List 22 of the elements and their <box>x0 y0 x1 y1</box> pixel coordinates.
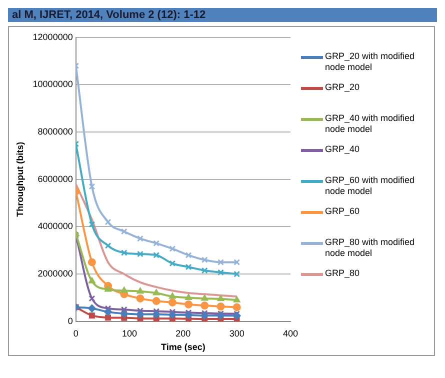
legend-label: GRP_40 <box>325 144 361 155</box>
y-tick-label: 0 <box>68 316 73 326</box>
legend-label: GRP_20 with modified node model <box>325 51 416 73</box>
y-tick-label: 4000000 <box>38 221 73 232</box>
x-tick-label: 300 <box>229 328 244 338</box>
y-tick-label: 12000000 <box>32 32 73 42</box>
y-tick-label: 10000000 <box>32 79 73 90</box>
x-tick-label: 100 <box>122 328 138 338</box>
x-axis-title: Time (sec) <box>160 342 206 352</box>
text: al M, IJRET, 2014, Volume 2 (12): 1-12 <box>8 8 437 22</box>
legend-label: GRP_60 <box>325 206 361 217</box>
y-axis-title: Throughput (bits) <box>14 142 25 217</box>
legend-label: GRP_60 with modified node model <box>325 175 416 197</box>
legend-label: GRP_20 <box>325 82 361 93</box>
legend-label: GRP_40 with modified node model <box>325 113 416 135</box>
legend-label: GRP_80 with modified node model <box>325 237 416 259</box>
y-tick-label: 6000000 <box>38 174 73 184</box>
legend-label: GRP_80 <box>325 268 361 279</box>
x-tick-label: 200 <box>176 328 191 338</box>
y-tick-label: 2000000 <box>38 268 73 279</box>
x-tick-label: 400 <box>282 328 298 338</box>
y-tick-label: 8000000 <box>38 126 73 137</box>
